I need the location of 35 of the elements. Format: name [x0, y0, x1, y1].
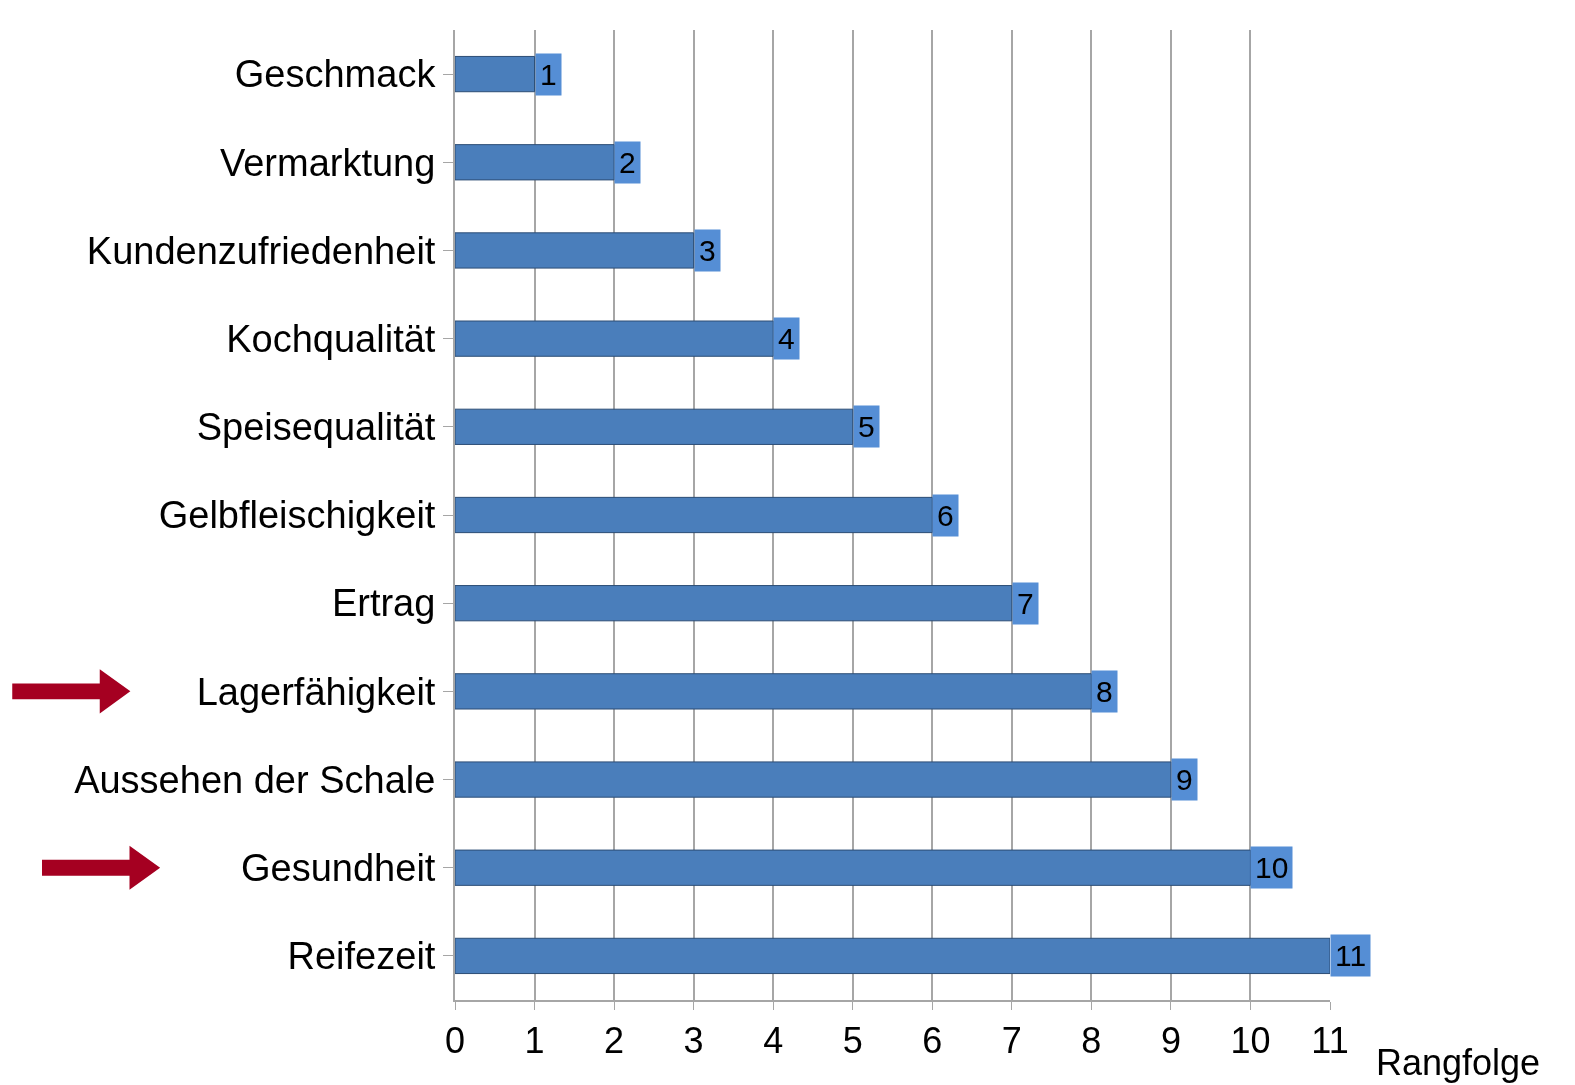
x-tick-label: 9: [1160, 1020, 1181, 1062]
x-tick-label: 2: [604, 1020, 625, 1062]
y-tick-label: Vermarktung: [219, 141, 436, 184]
data-label: 11: [1335, 939, 1367, 972]
x-tick-label: 1: [524, 1020, 545, 1062]
y-tick-label: Lagerfähigkeit: [196, 670, 436, 713]
x-tick-label: 11: [1311, 1020, 1349, 1062]
x-tick-label: 5: [842, 1020, 863, 1062]
y-tick-label: Ertrag: [331, 582, 436, 625]
data-label: 6: [937, 499, 954, 532]
data-label: 3: [699, 234, 716, 267]
data-label: 10: [1255, 851, 1289, 884]
y-tick-label: Kochqualität: [226, 317, 436, 360]
x-tick-label: 10: [1230, 1020, 1271, 1062]
y-tick-label: Reifezeit: [287, 935, 436, 978]
data-label: 8: [1096, 675, 1113, 708]
y-tick-label: Gesundheit: [241, 847, 436, 890]
y-tick-label: Geschmack: [234, 53, 437, 96]
y-tick-label: Aussehen der Schale: [74, 758, 436, 801]
x-tick-label: 0: [444, 1020, 466, 1062]
data-label: 1: [540, 58, 557, 91]
x-axis-title: Rangfolge: [1376, 1042, 1541, 1083]
data-label: 2: [619, 146, 636, 179]
data-label: 5: [858, 410, 875, 443]
y-tick-label: Kundenzufriedenheit: [86, 229, 436, 272]
data-label: 4: [778, 322, 795, 355]
y-tick-label: Gelbfleischigkeit: [158, 494, 436, 537]
x-tick-label: 8: [1081, 1020, 1102, 1062]
data-label: 9: [1176, 763, 1193, 796]
x-tick-label: 6: [922, 1020, 943, 1062]
x-tick-label: 7: [1001, 1020, 1022, 1062]
data-label: 7: [1017, 587, 1034, 620]
x-tick-label: 3: [683, 1020, 704, 1062]
x-tick-label: 4: [763, 1020, 784, 1062]
y-tick-label: Speisequalität: [196, 406, 436, 449]
